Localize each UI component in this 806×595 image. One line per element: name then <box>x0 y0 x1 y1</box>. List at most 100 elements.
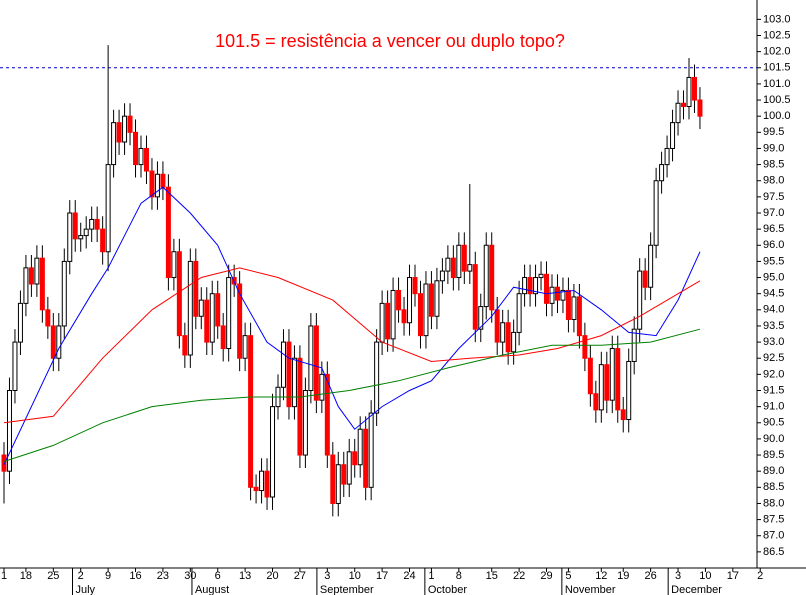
candle-body <box>560 289 566 301</box>
month-label: August <box>195 584 229 595</box>
candle-body <box>604 364 610 401</box>
y-tick-label: 103.0 <box>763 13 791 25</box>
x-tick-label: 1 <box>1 570 7 582</box>
candle-body <box>423 283 429 337</box>
candle-body <box>346 451 352 485</box>
candle-body <box>565 289 571 321</box>
y-tick-label: 93.5 <box>763 320 784 332</box>
moving-average <box>3 328 701 462</box>
candle-body <box>483 244 489 308</box>
candle-body <box>374 341 380 414</box>
candle-body <box>127 115 133 133</box>
candle-body <box>259 470 265 492</box>
x-tick-label: 24 <box>403 570 415 582</box>
candle-body <box>291 357 297 408</box>
candle-body <box>1 454 7 472</box>
chart-title: 101.5 = resistência a vencer ou duplo to… <box>215 31 565 51</box>
candle-body <box>494 309 500 343</box>
y-tick-label: 96.0 <box>763 239 784 251</box>
candle-body <box>171 251 177 279</box>
candle-body <box>89 218 95 230</box>
candle-body <box>456 244 462 279</box>
x-tick-label: 9 <box>105 570 111 582</box>
y-tick-label: 102.0 <box>763 46 791 58</box>
candle-body <box>439 270 445 282</box>
moving-average <box>3 186 701 465</box>
candle-body <box>215 293 221 327</box>
y-tick-label: 99.0 <box>763 142 784 154</box>
candle-body <box>50 325 56 359</box>
x-tick-label: 19 <box>617 570 629 582</box>
candle-body <box>242 335 248 359</box>
x-tick-label: 5 <box>565 570 571 582</box>
x-tick-label: 1 <box>428 570 434 582</box>
candle-body <box>324 373 330 456</box>
candle-body <box>330 454 336 504</box>
candle-body <box>122 115 128 143</box>
candle-body <box>450 257 456 279</box>
candle-body <box>615 348 621 411</box>
candle-body <box>34 257 40 285</box>
y-tick-label: 99.5 <box>763 126 784 138</box>
y-tick-label: 91.5 <box>763 384 784 396</box>
candle-body <box>264 470 270 498</box>
y-tick-label: 98.0 <box>763 175 784 187</box>
candle-body <box>286 341 292 408</box>
candle-body <box>407 277 413 324</box>
candle-body <box>691 76 697 101</box>
x-tick-label: 30 <box>184 570 196 582</box>
candle-body <box>549 286 555 304</box>
candle-body <box>511 331 517 353</box>
y-tick-label: 87.0 <box>763 530 784 542</box>
x-tick-label: 17 <box>727 570 739 582</box>
candle-body <box>78 235 84 240</box>
y-tick-label: 93.0 <box>763 336 784 348</box>
candle-body <box>248 335 254 488</box>
candle-body <box>12 341 18 392</box>
candle-body <box>648 244 654 288</box>
candle-body <box>478 306 484 330</box>
candle-body <box>396 289 402 311</box>
x-tick-label: 3 <box>675 570 681 582</box>
candle-body <box>193 260 199 317</box>
y-tick-label: 91.0 <box>763 401 784 413</box>
candle-body <box>637 270 643 330</box>
candle-body <box>527 277 533 295</box>
y-tick-label: 88.0 <box>763 497 784 509</box>
x-tick-label: 15 <box>486 570 498 582</box>
y-tick-label: 101.5 <box>763 62 791 74</box>
x-tick-label: 3 <box>324 570 330 582</box>
candle-body <box>670 122 676 149</box>
candle-body <box>313 325 319 401</box>
candle-body <box>626 360 632 421</box>
candle-body <box>220 325 226 350</box>
month-label: October <box>428 584 467 595</box>
y-tick-label: 92.5 <box>763 352 784 364</box>
candle-body <box>642 270 648 288</box>
x-tick-label: 10 <box>699 570 711 582</box>
x-tick-label: 2 <box>757 570 763 582</box>
candle-body <box>28 267 34 285</box>
y-tick-label: 98.5 <box>763 158 784 170</box>
candle-body <box>357 428 363 466</box>
candle-body <box>319 373 325 401</box>
candle-body <box>56 325 62 359</box>
candle-body <box>226 277 232 350</box>
x-tick-label: 20 <box>266 570 278 582</box>
x-tick-label: 8 <box>456 570 462 582</box>
candle-body <box>544 273 550 304</box>
y-tick-label: 87.5 <box>763 513 784 525</box>
candle-body <box>270 406 276 498</box>
candle-body <box>61 260 67 327</box>
candle-body <box>352 451 358 466</box>
candle-body <box>467 264 473 272</box>
candle-body <box>434 280 440 317</box>
x-tick-label: 22 <box>513 570 525 582</box>
candle-body <box>187 260 193 356</box>
candle-body <box>401 309 407 324</box>
x-tick-label: 13 <box>239 570 251 582</box>
candle-body <box>445 257 451 272</box>
candle-body <box>582 335 588 359</box>
x-tick-label: 6 <box>215 570 221 582</box>
candle-body <box>105 164 111 253</box>
